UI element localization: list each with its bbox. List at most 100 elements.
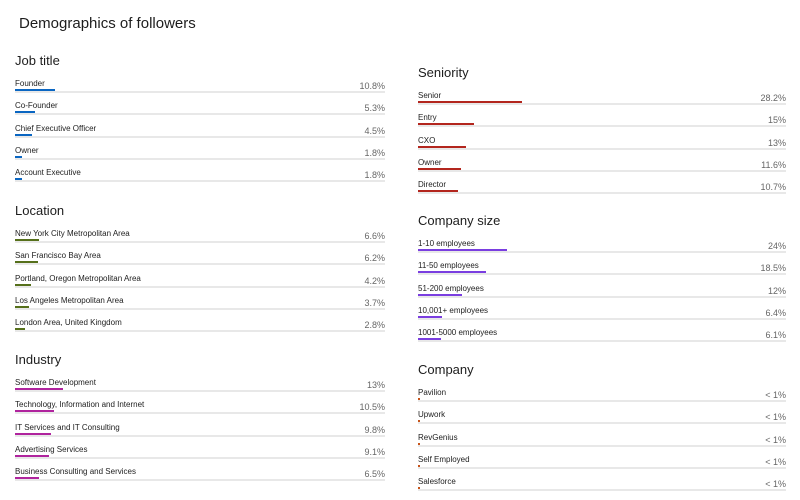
divider [418, 400, 786, 402]
item-label: 1001-5000 employees [418, 328, 498, 338]
divider [15, 390, 385, 392]
item-value: 2.8% [364, 320, 385, 331]
item-value: 10.7% [760, 182, 786, 193]
bar [418, 464, 420, 467]
page-title: Demographics of followers [19, 15, 196, 32]
bar [418, 487, 420, 490]
item-value: < 1% [765, 412, 786, 423]
item-label: Pavilion [418, 388, 447, 397]
divider [15, 434, 385, 437]
item-label: Self Employed [418, 454, 470, 464]
item-value: 5.3% [364, 103, 385, 114]
bar [15, 432, 52, 435]
divider [418, 444, 786, 447]
item-label: IT Services and IT Consulting [15, 422, 120, 432]
item-label: Business Consulting and Services [15, 467, 136, 477]
divider [418, 317, 786, 320]
bar [418, 420, 420, 423]
item-label: 1-10 employees [418, 239, 475, 248]
divider [418, 422, 786, 425]
item-value: < 1% [765, 479, 786, 490]
bar [418, 398, 420, 400]
item-label: RevGenius [418, 432, 458, 442]
divider [418, 295, 786, 298]
bar [418, 101, 523, 103]
item-label: Founder [15, 79, 45, 88]
section-title: Industry [15, 352, 62, 367]
item-value: < 1% [765, 456, 786, 467]
divider [418, 125, 786, 128]
item-value: 1.8% [364, 147, 385, 158]
bar [418, 167, 461, 170]
item-label: London Area, United Kingdom [15, 318, 122, 328]
divider [418, 489, 786, 492]
bar [418, 338, 441, 341]
item-value: 9.1% [364, 446, 385, 457]
item-value: 6.6% [364, 231, 385, 241]
item-label: 11-50 employees [418, 261, 479, 271]
item-label: Entry [418, 113, 437, 123]
divider [15, 157, 385, 160]
divider [15, 113, 385, 116]
bar [15, 89, 55, 91]
section-title: Seniority [418, 65, 469, 80]
divider [418, 273, 786, 276]
divider [15, 241, 385, 243]
item-value: 24% [767, 241, 786, 251]
divider [15, 479, 385, 482]
item-value: 13% [366, 380, 385, 390]
bar [15, 388, 64, 390]
bar [15, 178, 22, 181]
section-title: Company [418, 362, 474, 377]
item-value: 6.1% [765, 330, 786, 341]
item-value: 10.8% [359, 81, 385, 91]
bar [15, 410, 54, 413]
item-value: < 1% [765, 434, 786, 445]
item-label: Senior [418, 91, 442, 100]
item-label: Account Executive [15, 168, 81, 178]
item-label: New York City Metropolitan Area [15, 229, 130, 238]
item-label: Co-Founder [15, 101, 58, 111]
item-label: Owner [418, 157, 442, 167]
divider [15, 263, 385, 266]
item-label: Upwork [418, 410, 446, 420]
item-value: 18.5% [760, 263, 786, 274]
item-label: Software Development [15, 378, 96, 387]
bar [418, 123, 474, 126]
bar [418, 190, 458, 193]
section-title: Company size [418, 213, 501, 228]
divider [15, 412, 385, 415]
divider [418, 192, 786, 195]
item-value: 15% [767, 115, 786, 126]
item-value: 6.4% [765, 307, 786, 318]
divider [418, 147, 786, 150]
item-label: Owner [15, 145, 39, 155]
divider [15, 91, 385, 93]
item-value: 3.7% [364, 297, 385, 308]
item-label: CXO [418, 135, 436, 145]
bar [418, 145, 467, 148]
item-label: Portland, Oregon Metropolitan Area [15, 273, 141, 283]
item-label: Los Angeles Metropolitan Area [15, 295, 124, 305]
bar [418, 271, 487, 274]
bar [15, 111, 35, 114]
bar [15, 305, 29, 308]
bar [15, 454, 49, 457]
item-value: 6.5% [364, 469, 385, 480]
item-value: 4.5% [364, 125, 385, 136]
divider [15, 307, 385, 310]
bar [15, 328, 26, 331]
item-value: 9.8% [364, 424, 385, 435]
item-value: 10.5% [359, 402, 385, 413]
bar [15, 133, 32, 136]
bar [418, 293, 463, 296]
divider [15, 135, 385, 138]
divider [418, 251, 786, 253]
item-label: Director [418, 180, 447, 190]
item-label: 51-200 employees [418, 283, 484, 293]
bar [15, 239, 40, 241]
item-label: Advertising Services [15, 444, 88, 454]
bar [15, 155, 22, 158]
section-title: Location [15, 203, 65, 218]
